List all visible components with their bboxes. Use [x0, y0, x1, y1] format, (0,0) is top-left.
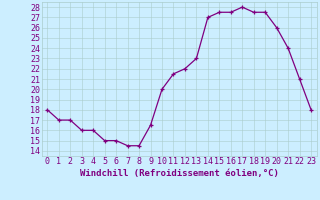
X-axis label: Windchill (Refroidissement éolien,°C): Windchill (Refroidissement éolien,°C) — [80, 169, 279, 178]
